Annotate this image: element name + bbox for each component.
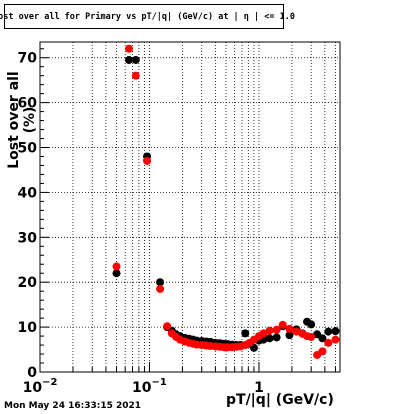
red-series-point: [131, 71, 140, 80]
chart-title: Lost over all for Primary vs pT/|q| (GeV…: [0, 11, 295, 22]
red-series-point: [318, 347, 327, 356]
y-tick-label: 0: [27, 365, 37, 381]
black-series-point: [331, 327, 340, 336]
red-series-point: [285, 324, 294, 333]
y-tick-label: 40: [18, 185, 38, 201]
x-tick-label: 1: [254, 380, 264, 396]
red-series-point: [143, 156, 152, 165]
axes: [39, 41, 341, 373]
y-tick-label: 10: [18, 320, 38, 336]
black-series-point: [265, 334, 274, 343]
red-series-point: [331, 335, 340, 344]
series-black: [112, 55, 340, 352]
red-series-point: [112, 262, 121, 271]
black-series-point: [156, 278, 165, 287]
red-series-point: [156, 284, 165, 293]
red-series-point: [292, 327, 301, 336]
x-axis-label: pT/|q| (GeV/c): [226, 392, 334, 408]
x-tick-label: 10−1: [132, 377, 167, 396]
y-tick-label: 20: [18, 275, 38, 291]
red-series-point: [265, 326, 274, 335]
y-tick-label: 60: [18, 96, 38, 112]
black-series-point: [131, 55, 140, 64]
x-tick-label: 10−2: [23, 377, 58, 396]
black-series-point: [318, 334, 327, 343]
grid-lines: [39, 42, 340, 373]
black-series-point: [324, 327, 333, 336]
black-series-point: [241, 329, 250, 338]
plot-frame: [39, 41, 341, 373]
timestamp: Mon May 24 16:33:15 2021: [4, 401, 142, 411]
red-series-point: [259, 329, 268, 338]
black-series-point: [307, 320, 316, 329]
y-tick-label: 70: [18, 51, 38, 67]
red-series-point: [307, 332, 316, 341]
red-series-point: [163, 322, 172, 331]
red-series-point: [278, 320, 287, 329]
y-tick-label: 30: [18, 230, 38, 246]
black-series-point: [124, 55, 133, 64]
y-axis-label: Lost over all (%): [6, 71, 38, 169]
chart-title-box: Lost over all for Primary vs pT/|q| (GeV…: [0, 4, 295, 29]
axis-ticks: 0 10 20 30 40 50 60 70 10−2 10−1 1: [18, 48, 336, 396]
black-series-point: [285, 331, 294, 340]
series-red: [112, 44, 340, 359]
black-series-point: [272, 333, 281, 342]
red-series-point: [124, 44, 133, 53]
red-series-point: [324, 338, 333, 347]
y-tick-label: 50: [18, 141, 38, 157]
black-series-point: [112, 269, 121, 278]
red-series-point: [272, 325, 281, 334]
